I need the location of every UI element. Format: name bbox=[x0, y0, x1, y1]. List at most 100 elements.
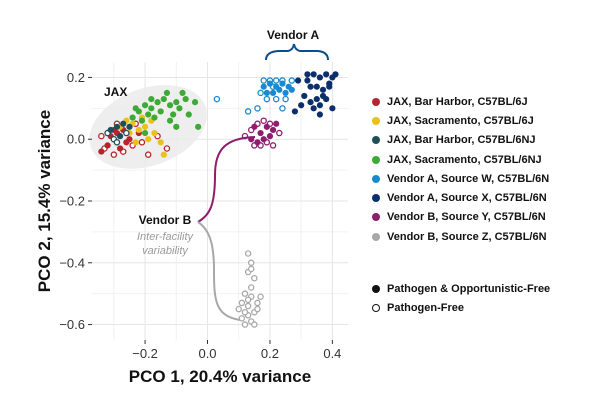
open-point bbox=[257, 293, 264, 301]
filled-point bbox=[260, 83, 267, 90]
marker-legend-label: Pathogen & Opportunistic-Free bbox=[387, 282, 551, 295]
vendor-b-note-line2: variability bbox=[142, 245, 189, 257]
filled-point bbox=[182, 95, 189, 103]
filled-point bbox=[195, 123, 202, 130]
x-tick-label: 0.0 bbox=[198, 346, 216, 361]
filled-point bbox=[326, 80, 333, 87]
filled-point bbox=[273, 120, 280, 127]
x-tick-label: −0.2 bbox=[132, 346, 158, 361]
marker-legend: Pathogen & Opportunistic-Free Pathogen-Fr… bbox=[372, 279, 598, 318]
filled-point bbox=[279, 80, 286, 87]
legend-label: JAX, Bar Harbor, C57BL/6J bbox=[387, 95, 528, 108]
legend-swatch bbox=[372, 194, 380, 203]
filled-point bbox=[113, 123, 121, 130]
open-point bbox=[251, 274, 258, 282]
filled-point bbox=[323, 95, 330, 103]
filled-point bbox=[269, 126, 277, 134]
filled-point bbox=[98, 148, 105, 155]
legend-item: JAX, Bar Harbor, C57BL/6J bbox=[372, 92, 598, 111]
y-tick-label: −0.4 bbox=[59, 255, 85, 270]
filled-point bbox=[148, 95, 155, 103]
filled-point bbox=[173, 123, 180, 130]
filled-point bbox=[310, 71, 317, 78]
legend-label: Vendor B, Source Y, C57BL/6N bbox=[387, 211, 546, 224]
filled-point bbox=[251, 123, 258, 130]
open-point bbox=[123, 129, 130, 137]
y-tick-label: 0.2 bbox=[67, 70, 85, 85]
filled-marker-swatch bbox=[372, 284, 380, 293]
annotation-layer: JAX Vendor A Vendor B Inter-facility var… bbox=[104, 28, 329, 321]
legend-swatch bbox=[372, 136, 380, 145]
filled-point bbox=[132, 105, 139, 112]
filled-point bbox=[282, 89, 289, 96]
legend-item: Vendor B, Source Y, C57BL/6N bbox=[372, 208, 598, 227]
filled-point bbox=[191, 99, 199, 106]
open-point bbox=[244, 108, 252, 115]
vendor-b-brace-lower bbox=[197, 221, 241, 321]
filled-point bbox=[141, 102, 149, 109]
filled-point bbox=[151, 129, 158, 137]
open-point bbox=[235, 305, 242, 313]
filled-point bbox=[160, 95, 167, 103]
filled-point bbox=[254, 139, 261, 146]
open-point bbox=[247, 265, 255, 273]
jax-label: JAX bbox=[104, 85, 127, 99]
filled-point bbox=[313, 95, 320, 103]
filled-point bbox=[148, 105, 155, 112]
open-point bbox=[276, 129, 283, 137]
legend-swatch bbox=[372, 155, 380, 164]
filled-point bbox=[263, 89, 270, 96]
filled-point bbox=[126, 123, 133, 130]
open-point bbox=[254, 105, 261, 112]
legend-item: Vendor A, Source X, C57BL/6N bbox=[372, 188, 598, 207]
data-points bbox=[98, 71, 339, 328]
filled-point bbox=[319, 86, 327, 93]
series-2 bbox=[104, 120, 133, 146]
open-point bbox=[272, 95, 280, 103]
filled-point bbox=[263, 123, 270, 130]
open-point bbox=[244, 302, 252, 310]
filled-point bbox=[104, 142, 111, 149]
filled-point bbox=[307, 83, 314, 90]
filled-point bbox=[260, 136, 267, 143]
open-point bbox=[138, 139, 146, 146]
filled-point bbox=[163, 89, 171, 96]
filled-point bbox=[123, 139, 130, 146]
open-point bbox=[247, 259, 255, 267]
legend-item: JAX, Sacramento, C57BL/6J bbox=[372, 111, 598, 130]
legend-swatch bbox=[372, 213, 380, 222]
filled-point bbox=[166, 102, 174, 109]
open-point bbox=[269, 142, 277, 149]
filled-point bbox=[310, 105, 317, 112]
filled-point bbox=[141, 123, 149, 130]
open-point bbox=[238, 299, 246, 307]
legend-item: Vendor B, Source Z, C57BL/6N bbox=[372, 227, 598, 246]
legend-label: JAX, Sacramento, C57BL/6J bbox=[387, 114, 534, 127]
filled-point bbox=[132, 139, 139, 146]
open-point bbox=[113, 139, 121, 146]
open-point bbox=[254, 305, 261, 313]
filled-point bbox=[294, 77, 302, 84]
filled-point bbox=[185, 111, 192, 118]
legend-swatch bbox=[372, 116, 380, 125]
filled-point bbox=[145, 136, 152, 143]
open-point bbox=[263, 95, 271, 103]
filled-point bbox=[166, 117, 174, 124]
open-point bbox=[98, 132, 105, 140]
open-point bbox=[260, 117, 267, 124]
y-axis-title: PCO 2, 15.4% variance bbox=[35, 110, 54, 292]
filled-point bbox=[291, 108, 299, 115]
legend-label: Vendor A, Source X, C57BL/6N bbox=[387, 192, 547, 205]
filled-point bbox=[316, 74, 324, 81]
open-point bbox=[244, 250, 252, 257]
filled-point bbox=[304, 71, 311, 78]
y-tick-label: −0.2 bbox=[59, 194, 85, 209]
vendor-a-label: Vendor A bbox=[267, 28, 320, 42]
open-point bbox=[279, 105, 286, 112]
legend-item: Vendor A, Source W, C57BL/6N bbox=[372, 169, 598, 188]
filled-point bbox=[288, 86, 295, 93]
filled-point bbox=[266, 133, 274, 140]
legend-label: Vendor A, Source W, C57BL/6N bbox=[387, 172, 550, 185]
y-tick-label: 0.0 bbox=[67, 132, 85, 147]
